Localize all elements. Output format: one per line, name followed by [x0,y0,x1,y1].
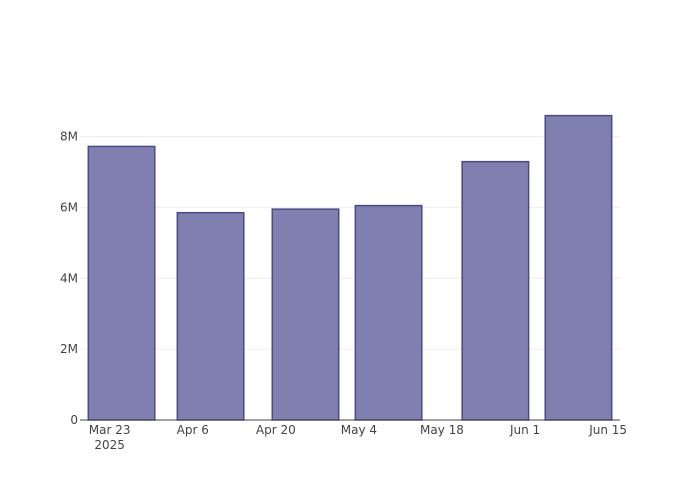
y-tick-label: 2M [60,342,78,356]
x-tick-label: Apr 20 [256,423,296,437]
x-tick-label: Mar 23 2025 [89,423,131,452]
x-tick-label: Apr 6 [177,423,209,437]
bar [176,211,245,421]
x-tick-label: Jun 15 [588,423,627,437]
bar [354,204,423,421]
y-tick-label: 4M [60,271,78,285]
bar [461,160,530,421]
x-tick-label: Jun 1 [509,423,540,437]
y-tick-label: 0 [70,413,78,427]
bar [544,114,613,421]
bar [271,208,340,421]
x-tick-label: May 18 [420,423,464,437]
y-tick-label: 6M [60,200,78,214]
x-tick-label: May 4 [341,423,377,437]
y-tick-label: 8M [60,130,78,144]
bar [87,145,156,421]
